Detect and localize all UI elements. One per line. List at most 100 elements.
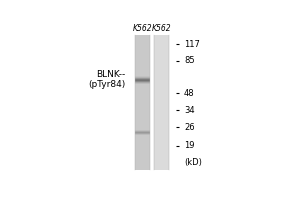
Bar xyxy=(154,97,169,99)
Bar xyxy=(135,118,150,119)
Bar xyxy=(154,43,169,45)
Bar xyxy=(154,47,169,48)
Bar xyxy=(154,155,169,157)
Bar xyxy=(135,91,150,92)
Bar xyxy=(135,121,150,123)
Bar xyxy=(135,111,150,113)
Bar xyxy=(135,123,150,125)
Bar xyxy=(135,45,150,47)
Bar xyxy=(135,131,150,133)
Bar xyxy=(154,111,169,113)
Text: (pTyr84): (pTyr84) xyxy=(88,80,126,89)
Bar xyxy=(135,150,150,152)
Bar xyxy=(135,143,150,145)
Bar xyxy=(154,74,169,75)
Bar xyxy=(154,96,169,97)
Bar xyxy=(154,121,169,123)
Bar xyxy=(135,152,150,153)
Bar xyxy=(154,69,169,70)
Bar xyxy=(135,135,150,136)
Bar xyxy=(154,72,169,74)
Bar xyxy=(154,87,169,89)
Bar xyxy=(154,101,169,103)
Bar xyxy=(135,136,150,138)
Bar xyxy=(135,82,150,84)
Bar xyxy=(135,79,150,81)
Bar xyxy=(135,57,150,58)
Bar xyxy=(135,160,150,162)
Bar xyxy=(135,126,150,128)
Bar xyxy=(154,119,169,121)
Bar xyxy=(154,118,169,119)
Bar xyxy=(135,86,150,87)
Bar xyxy=(154,62,169,64)
Bar xyxy=(135,128,150,130)
Bar xyxy=(135,64,150,65)
Bar xyxy=(154,89,169,91)
Text: 85: 85 xyxy=(184,56,195,65)
Bar xyxy=(154,164,169,165)
Bar xyxy=(135,84,150,86)
Bar xyxy=(154,162,169,164)
Bar xyxy=(154,142,169,143)
Bar xyxy=(154,123,169,125)
Bar xyxy=(154,45,169,47)
Bar xyxy=(135,101,150,103)
Bar xyxy=(135,62,150,64)
Bar xyxy=(135,157,150,158)
Bar xyxy=(135,138,150,140)
Bar xyxy=(135,119,150,121)
Bar xyxy=(135,55,150,57)
Bar xyxy=(135,155,150,157)
Bar xyxy=(154,131,169,133)
Bar xyxy=(135,74,150,75)
Bar xyxy=(154,40,169,42)
Bar xyxy=(135,114,150,116)
Bar xyxy=(135,104,150,106)
Bar xyxy=(154,64,169,65)
Bar xyxy=(135,42,150,43)
Bar xyxy=(135,130,150,131)
Bar xyxy=(154,50,169,52)
Bar xyxy=(135,65,150,67)
Bar xyxy=(135,116,150,118)
Bar xyxy=(135,148,150,150)
Bar xyxy=(154,42,169,43)
Bar xyxy=(154,109,169,111)
Bar xyxy=(135,165,150,167)
Bar xyxy=(154,77,169,79)
Bar xyxy=(154,116,169,118)
Bar xyxy=(154,86,169,87)
Bar xyxy=(135,113,150,114)
Bar xyxy=(135,106,150,108)
Bar xyxy=(154,169,169,170)
Bar xyxy=(154,130,169,131)
Text: BLNK--: BLNK-- xyxy=(97,70,126,79)
Bar xyxy=(154,52,169,53)
Bar xyxy=(135,48,150,50)
Text: 26: 26 xyxy=(184,123,195,132)
Bar xyxy=(154,143,169,145)
Bar xyxy=(154,165,169,167)
Bar xyxy=(135,109,150,111)
Bar xyxy=(154,167,169,169)
Bar xyxy=(135,89,150,91)
Bar xyxy=(135,99,150,101)
Bar xyxy=(154,94,169,96)
Bar xyxy=(135,87,150,89)
Text: 117: 117 xyxy=(184,40,200,49)
Text: 48: 48 xyxy=(184,89,195,98)
Text: K562: K562 xyxy=(152,24,171,33)
Bar xyxy=(135,169,150,170)
Bar xyxy=(135,36,150,38)
Bar xyxy=(135,145,150,147)
Bar xyxy=(154,148,169,150)
Bar xyxy=(135,70,150,72)
Bar xyxy=(154,79,169,81)
Bar xyxy=(154,81,169,82)
Bar xyxy=(135,53,150,55)
Bar xyxy=(154,140,169,142)
Bar xyxy=(135,72,150,74)
Bar xyxy=(135,108,150,109)
Bar xyxy=(154,38,169,40)
